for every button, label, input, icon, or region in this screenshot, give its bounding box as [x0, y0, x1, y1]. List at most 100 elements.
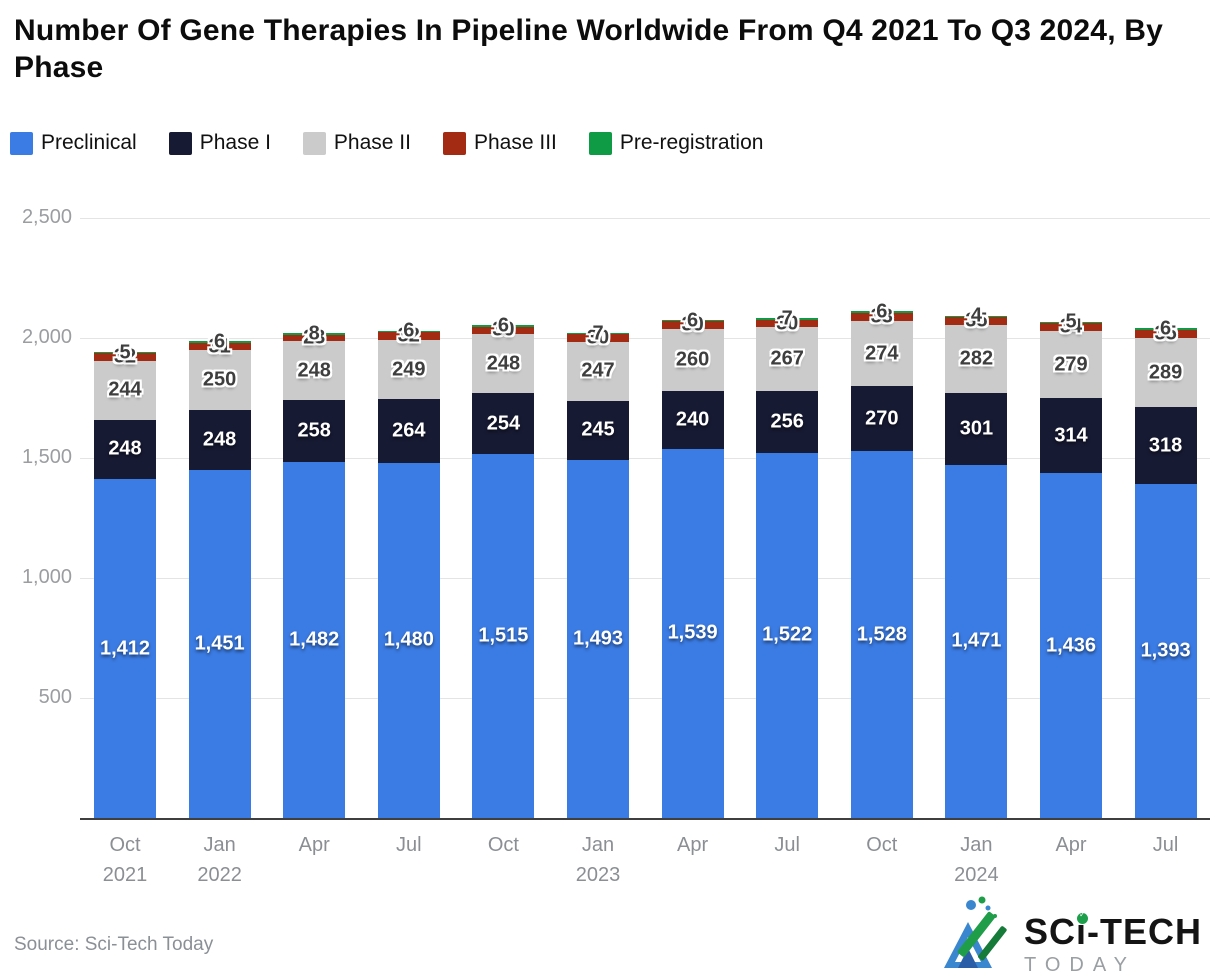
- legend-label: Phase III: [473, 131, 557, 154]
- bar-segment-phase-i[interactable]: [188, 410, 251, 470]
- x-axis-tick-label: Apr: [1023, 830, 1119, 860]
- bar-segment-phase-i[interactable]: [283, 400, 346, 463]
- x-axis-tick-month: Oct: [866, 834, 898, 856]
- bar-segment-phase-ii[interactable]: [756, 327, 819, 392]
- x-axis-tick-label: Apr: [266, 830, 362, 860]
- bar-segment-phase-iii[interactable]: [472, 326, 535, 334]
- bar-segment-preclinical[interactable]: [377, 462, 440, 818]
- bar-segment-phase-ii[interactable]: [850, 320, 913, 387]
- bar-segment-phase-iii[interactable]: [756, 320, 819, 328]
- legend-item-preclinical[interactable]: Preclinical: [10, 131, 137, 155]
- bar-segment-pre-registration[interactable]: [850, 311, 913, 313]
- x-axis-tick-month: Apr: [298, 834, 330, 856]
- x-axis-tick-label: Oct: [455, 830, 551, 860]
- bar-segment-phase-iii[interactable]: [1040, 322, 1102, 332]
- bar-segment-preclinical[interactable]: [283, 462, 346, 818]
- bar-segment-phase-i[interactable]: [1134, 407, 1197, 484]
- scitech-logo-text: SCi-TECH TODAY: [1024, 911, 1202, 975]
- bar-segment-preclinical[interactable]: [188, 469, 251, 818]
- x-axis-tick-label: Jan 2022: [172, 830, 268, 890]
- bar-segment-phase-iii[interactable]: [945, 316, 1008, 326]
- x-axis-tick-month: Apr: [677, 834, 709, 856]
- bar-segment-phase-ii[interactable]: [567, 341, 629, 401]
- bar-segment-phase-iii[interactable]: [377, 332, 440, 340]
- x-axis-tick-label: Apr: [645, 830, 741, 860]
- bar-segment-preclinical[interactable]: [756, 452, 819, 818]
- legend-item-phase-ii[interactable]: Phase II: [302, 131, 411, 155]
- x-axis-tick-month: Apr: [1055, 834, 1087, 856]
- bar-segment-preclinical[interactable]: [661, 448, 724, 818]
- bar-segment-phase-iii[interactable]: [567, 334, 629, 342]
- bar-segment-phase-i[interactable]: [756, 391, 819, 453]
- bar-segment-pre-registration[interactable]: [945, 315, 1008, 317]
- gridline: [80, 458, 1210, 459]
- bar-segment-preclinical[interactable]: [94, 479, 156, 818]
- bar-segment-pre-registration[interactable]: [283, 333, 346, 336]
- legend-label: Phase II: [333, 131, 411, 154]
- x-axis-tick-year: 2024: [954, 864, 999, 886]
- bar-segment-phase-i[interactable]: [94, 419, 156, 480]
- bar-oct-2021: 1,412 248 244 32 5: [94, 341, 156, 818]
- bar-segment-pre-registration[interactable]: [188, 341, 251, 343]
- x-axis-tick-label: Jan 2024: [928, 830, 1024, 890]
- bar-segment-phase-ii[interactable]: [188, 350, 251, 411]
- bar-segment-phase-iii[interactable]: [94, 353, 156, 362]
- bar-segment-phase-iii[interactable]: [283, 335, 346, 341]
- bar-segment-pre-registration[interactable]: [472, 325, 535, 327]
- bar-segment-phase-i[interactable]: [1040, 398, 1102, 474]
- x-axis-tick-month: Jul: [1152, 834, 1179, 856]
- x-axis-tick-month: Jan: [581, 834, 615, 856]
- bar-segment-phase-iii[interactable]: [188, 342, 251, 351]
- bar-segment-phase-iii[interactable]: [661, 321, 724, 329]
- x-axis-tick-year: 2022: [197, 864, 242, 886]
- bar-segment-phase-iii[interactable]: [850, 312, 913, 321]
- legend-item-pre-registration[interactable]: Pre-registration: [588, 131, 764, 155]
- legend-swatch: [10, 131, 33, 155]
- bar-segment-phase-i[interactable]: [661, 391, 724, 449]
- bar-jan-2023: 1,493 245 247 30 7: [567, 322, 629, 818]
- bar-segment-preclinical[interactable]: [472, 454, 535, 818]
- bar-segment-preclinical[interactable]: [945, 464, 1008, 818]
- bar-segment-phase-ii[interactable]: [945, 325, 1008, 393]
- bar-segment-phase-ii[interactable]: [472, 333, 535, 394]
- bar-segment-phase-i[interactable]: [850, 386, 913, 452]
- legend-swatch: [588, 131, 612, 155]
- bar-segment-phase-ii[interactable]: [661, 328, 724, 392]
- legend-label: Preclinical: [41, 131, 137, 154]
- bar-segment-preclinical[interactable]: [850, 451, 913, 818]
- bar-segment-pre-registration[interactable]: [756, 318, 819, 321]
- bar-segment-pre-registration[interactable]: [661, 320, 724, 322]
- y-axis-tick-label: 1,500: [21, 446, 72, 468]
- bar-segment-phase-i[interactable]: [472, 393, 535, 455]
- bar-segment-pre-registration[interactable]: [567, 332, 629, 335]
- bar-segment-phase-ii[interactable]: [377, 339, 440, 400]
- bar-segment-phase-ii[interactable]: [1134, 338, 1197, 408]
- logo-i-check-icon: i: [1076, 911, 1089, 950]
- legend-item-phase-i[interactable]: Phase I: [168, 131, 271, 155]
- bar-segment-phase-ii[interactable]: [94, 361, 156, 420]
- gridline: [80, 218, 1210, 219]
- x-axis-tick-month: Jan: [203, 834, 236, 856]
- bar-segment-pre-registration[interactable]: [94, 352, 156, 354]
- bar-segment-preclinical[interactable]: [567, 459, 629, 818]
- bar-segment-phase-ii[interactable]: [1040, 331, 1102, 398]
- bar-segment-preclinical[interactable]: [1040, 473, 1102, 818]
- bar-segment-phase-iii[interactable]: [1134, 329, 1197, 338]
- bar-segment-phase-i[interactable]: [567, 400, 629, 460]
- y-axis-tick-label: 2,000: [21, 326, 72, 348]
- x-axis-tick-year: 2023: [575, 864, 621, 886]
- bar-segment-preclinical[interactable]: [1134, 483, 1197, 818]
- legend-label: Pre-registration: [619, 131, 764, 154]
- gridline: [80, 698, 1210, 699]
- bar-segment-phase-ii[interactable]: [283, 340, 346, 401]
- bar-segment-pre-registration[interactable]: [377, 330, 440, 333]
- bar-segment-phase-i[interactable]: [377, 399, 440, 463]
- bar-segment-pre-registration[interactable]: [1134, 328, 1197, 330]
- logo-wordmark: SCi-TECH: [1024, 911, 1202, 950]
- bar-segment-phase-i[interactable]: [945, 392, 1008, 465]
- bar-segment-pre-registration[interactable]: [1040, 321, 1102, 323]
- x-axis-tick-month: Oct: [487, 834, 519, 856]
- legend-item-phase-iii[interactable]: Phase III: [442, 131, 557, 155]
- legend-label: Phase I: [199, 131, 271, 154]
